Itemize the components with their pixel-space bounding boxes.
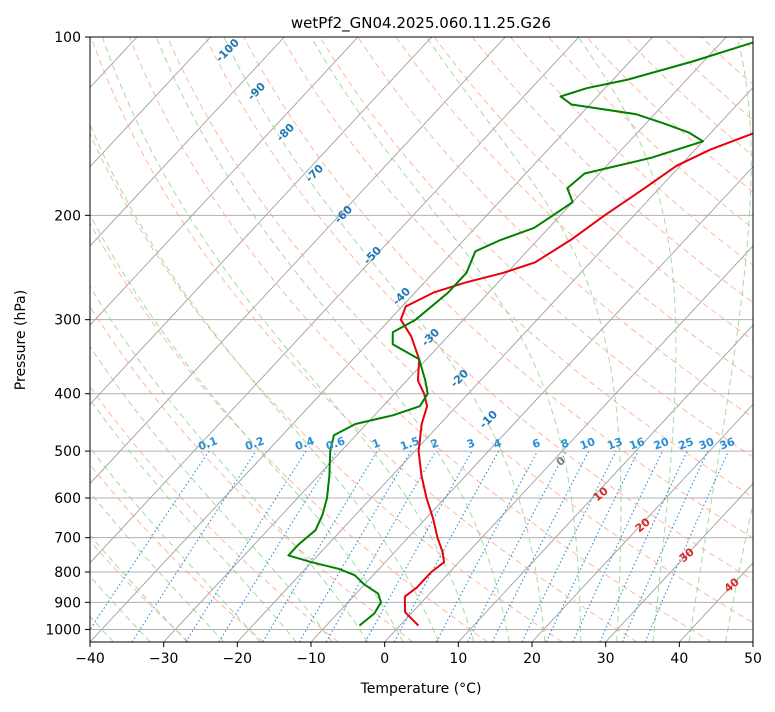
chart-title: wetPf2_GN04.2025.060.11.25.G26 — [291, 14, 551, 33]
y-tick-label: 100 — [54, 30, 81, 46]
y-tick-label: 300 — [54, 313, 81, 329]
x-tick-label: 10 — [449, 651, 467, 667]
x-tick-label: 30 — [597, 651, 615, 667]
y-axis-label: Pressure (hPa) — [13, 290, 29, 390]
x-tick-label: −10 — [296, 651, 326, 667]
y-tick-label: 500 — [54, 444, 81, 460]
x-tick-label: −40 — [75, 651, 105, 667]
y-tick-label: 200 — [54, 208, 81, 224]
x-tick-label: 0 — [380, 651, 389, 667]
x-tick-label: −20 — [223, 651, 253, 667]
y-tick-label: 800 — [54, 565, 81, 581]
x-tick-label: −30 — [149, 651, 179, 667]
x-tick-label: 20 — [523, 651, 541, 667]
x-axis-label: Temperature (°C) — [360, 681, 482, 697]
y-tick-label: 600 — [54, 491, 81, 507]
y-tick-label: 400 — [54, 387, 81, 403]
y-tick-label: 1000 — [45, 622, 81, 638]
y-tick-label: 700 — [54, 531, 81, 547]
x-tick-label: 40 — [670, 651, 688, 667]
x-tick-label: 50 — [744, 651, 762, 667]
y-tick-label: 900 — [54, 595, 81, 611]
